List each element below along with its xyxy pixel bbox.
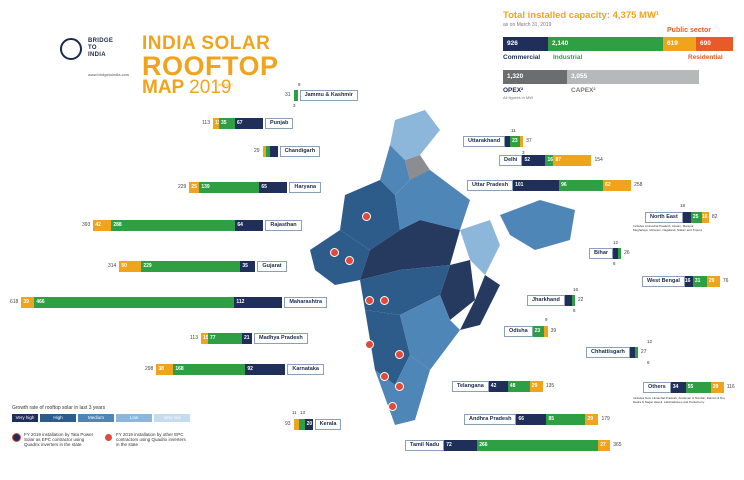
- state-row-jk: 31 Jammu & Kashmir: [285, 90, 358, 101]
- title-line2: ROOFTOP: [142, 51, 279, 81]
- pin-icon: [380, 372, 389, 381]
- pin-icon: [380, 296, 389, 305]
- legend-high: High: [40, 414, 76, 422]
- uttarakhand-public-value: 3: [522, 150, 525, 155]
- mp-region: [360, 220, 460, 280]
- legend-title: Growth rate of rooftop solar in last 3 y…: [12, 405, 106, 411]
- gujarat-region: [310, 230, 370, 285]
- legend-very-low: Very low: [154, 414, 190, 422]
- opex-label: OPEX²: [503, 87, 524, 94]
- capacity-industrial-bar: 2,140: [548, 37, 663, 51]
- state-row-haryana: 229 25 139 65 Haryana: [178, 182, 322, 193]
- punjab-haryana-region: [380, 145, 410, 195]
- pin-icon: [365, 296, 374, 305]
- state-row-tamilnadu: Tamil Nadu 72 266 27 365: [403, 440, 622, 451]
- state-row-mp: 113 15 77 21 Madhya Pradesh: [190, 333, 308, 344]
- pin-icon: [388, 402, 397, 411]
- bihar-commercial-value: 12: [613, 240, 619, 245]
- jharkhand-commercial-value: 16: [573, 287, 579, 292]
- chhattisgarh-commercial-value: 12: [647, 339, 653, 344]
- state-row-punjab: 113 11 35 67 Punjab: [202, 118, 294, 129]
- up-region: [395, 170, 470, 230]
- title-line1: INDIA SOLAR: [142, 33, 271, 54]
- bihar-wb-region: [460, 220, 500, 275]
- state-row-up: Uttar Pradesh 101 96 62 258: [465, 180, 642, 191]
- title-month: MARCH: [218, 82, 233, 87]
- legend-very-high: Very high: [12, 414, 38, 422]
- odisha-region: [460, 275, 500, 330]
- logo-text: BRIDGE TO INDIA: [88, 38, 114, 58]
- public-sector-label: Public sector: [667, 27, 711, 34]
- logo-url: www.bridgetoindia.com: [88, 72, 130, 77]
- state-row-delhi: Delhi 52 16 87 154: [497, 155, 603, 166]
- pin-icon: [330, 248, 339, 257]
- residential-label: Residential: [688, 54, 723, 61]
- karnataka-region: [365, 310, 410, 385]
- chhattisgarh-region: [440, 260, 475, 320]
- state-row-gujarat: 314 50 229 35 Gujarat: [108, 261, 287, 272]
- state-row-telangana: Telangana 42 48 29 135: [450, 381, 554, 392]
- capacity-public-bar: 619: [663, 37, 696, 51]
- pin-icon: [395, 350, 404, 359]
- legend-low: Low: [116, 414, 152, 422]
- pin-icon: [362, 212, 371, 221]
- state-row-others: Others 34 55 29 116: [641, 382, 735, 393]
- units-note: All figures in MW: [503, 95, 534, 100]
- capex-bar: 3,055: [567, 70, 699, 84]
- state-row-jharkhand: Jharkhand 22: [525, 295, 583, 306]
- northeast-region: [500, 200, 575, 250]
- state-row-northeast: North East 25 16 82: [643, 212, 717, 223]
- state-row-chhattisgarh: Chhattisgarh 27: [584, 347, 646, 358]
- others-note: Includes Goa, Himachal Pradesh, Andaman …: [633, 396, 726, 404]
- kerala-public-value: 11: [292, 410, 297, 415]
- capacity-commercial-bar: 926: [503, 37, 548, 51]
- state-row-rajasthan: 393 42 288 64 Rajasthan: [82, 220, 302, 231]
- pin-icon: [345, 256, 354, 265]
- commercial-label: Commercial: [503, 54, 541, 61]
- state-row-maharashtra: 618 39 466 112 Maharashtra: [10, 297, 328, 308]
- chhattisgarh-industrial-value: 6: [647, 360, 650, 365]
- state-row-kerala: 93 20 Kerala: [285, 419, 342, 430]
- other-pin-icon: [104, 433, 113, 442]
- pin-icon: [365, 340, 374, 349]
- jharkhand-industrial-value: 6: [573, 308, 576, 313]
- state-row-andhra: Andhra Pradesh 66 85 29 179: [462, 414, 610, 425]
- capex-label: CAPEX²: [571, 87, 596, 94]
- northeast-note: Includes Arunachal Pradesh, Assam, Manip…: [633, 224, 702, 232]
- jk-top-value: 8: [298, 82, 301, 87]
- legend-pin2-text: FY 2019 installation by other EPC contra…: [116, 432, 186, 447]
- uttarakhand-commercial-value: 11: [511, 128, 516, 133]
- state-row-karnataka: 298 38 168 92 Karnataka: [145, 364, 324, 375]
- tata-pin-icon: [12, 433, 21, 442]
- capacity-residential-bar: 690: [696, 37, 733, 51]
- bihar-industrial-value: 6: [613, 261, 616, 266]
- northeast-commercial-value: 18: [680, 203, 686, 208]
- logo-globe-icon: [60, 38, 82, 60]
- industrial-label: Industrial: [553, 54, 583, 61]
- jk-bottom-value: 3: [293, 103, 296, 108]
- state-row-odisha: Odisha 23 39: [502, 326, 556, 337]
- pin-icon: [395, 382, 404, 391]
- capacity-title: Total installed capacity: 4,375 MW¹: [503, 10, 660, 21]
- title-line3: MAP 2019: [142, 77, 232, 98]
- telangana-ap-region: [400, 295, 460, 370]
- kerala-industrial-value: 13: [300, 410, 306, 415]
- odisha-public-value: 9: [545, 317, 548, 322]
- state-row-westbengal: West Bengal 16 31 29 76: [640, 276, 728, 287]
- state-row-bihar: Bihar 26: [587, 248, 630, 259]
- legend-medium: Medium: [78, 414, 114, 422]
- legend-pin1-text: FY 2019 installation by Tata Power Solar…: [24, 432, 94, 447]
- opex-bar: 1,320: [503, 70, 567, 84]
- capacity-subtitle: as on March 31, 2019: [503, 22, 552, 28]
- state-row-uttarakhand: Uttarakhand 23 37: [461, 136, 532, 147]
- north-region: [390, 110, 440, 160]
- state-row-chandigarh: 29 Chandigarh: [254, 146, 321, 157]
